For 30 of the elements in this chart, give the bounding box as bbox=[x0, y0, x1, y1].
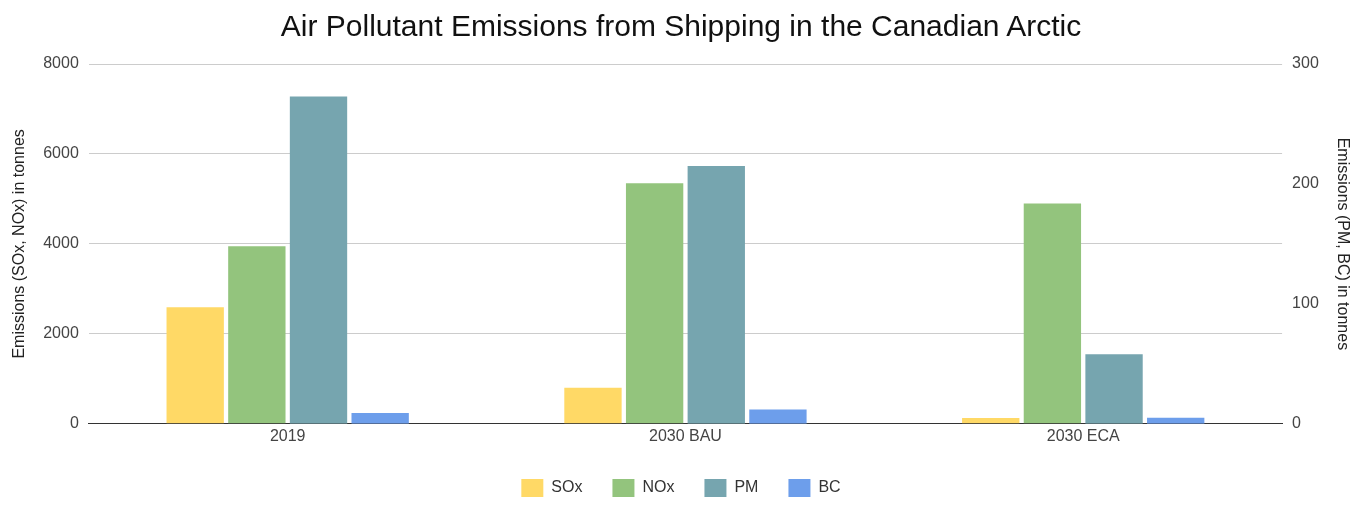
bar bbox=[625, 183, 684, 424]
y2-tick-label: 300 bbox=[1292, 54, 1319, 72]
bar bbox=[564, 387, 622, 424]
legend-label: SOx bbox=[551, 478, 583, 496]
bar bbox=[1023, 203, 1082, 424]
y2-tick-label: 200 bbox=[1292, 174, 1319, 192]
bar bbox=[687, 165, 745, 424]
bar bbox=[962, 417, 1020, 424]
legend-label: BC bbox=[818, 478, 841, 496]
y-tick-label: 2000 bbox=[43, 324, 79, 342]
y-axis-title: Emissions (SOx, NOx) in tonnes bbox=[10, 129, 28, 359]
x-tick-label: 2030 ECA bbox=[1046, 426, 1121, 444]
x-tick-label: 2019 bbox=[269, 426, 306, 444]
legend-label: NOx bbox=[642, 478, 675, 496]
y-tick-label: 6000 bbox=[43, 144, 79, 162]
y2-tick-label: 100 bbox=[1292, 294, 1319, 312]
bar bbox=[228, 246, 286, 424]
y2-axis-title: Emissions (PM, BC) in tonnes bbox=[1334, 137, 1352, 351]
bar bbox=[351, 413, 409, 424]
y-tick-label: 0 bbox=[69, 414, 79, 432]
y-tick-label: 8000 bbox=[43, 54, 79, 72]
bar bbox=[749, 409, 807, 424]
x-tick-label: 2030 BAU bbox=[648, 426, 722, 444]
bar bbox=[166, 307, 224, 424]
bar bbox=[1085, 354, 1143, 424]
bar bbox=[289, 96, 348, 424]
legend-label: PM bbox=[734, 478, 759, 496]
y-tick-label: 4000 bbox=[43, 234, 79, 252]
chart-title: Air Pollutant Emissions from Shipping in the Canadian Arctic bbox=[280, 9, 1082, 43]
y2-tick-label: 0 bbox=[1292, 414, 1302, 432]
